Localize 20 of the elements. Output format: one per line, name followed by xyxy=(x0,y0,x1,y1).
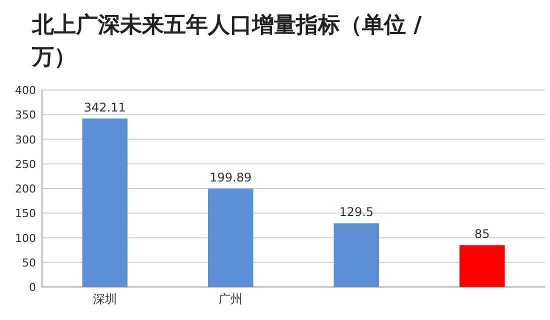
y-tick-label: 50 xyxy=(22,256,36,270)
chart-title: 北上广深未来五年人口增量指标（单位 / 万） xyxy=(31,12,423,70)
y-tick-label: 100 xyxy=(15,232,36,245)
data-label: 199.89 xyxy=(210,170,252,185)
data-label: 342.11 xyxy=(84,100,126,115)
data-label: 85 xyxy=(474,227,490,242)
y-tick-label: 300 xyxy=(15,133,36,146)
bar xyxy=(334,223,380,287)
y-tick-label: 200 xyxy=(15,182,36,196)
x-tick-label: 深圳 xyxy=(92,292,117,306)
data-label: 129.5 xyxy=(339,205,374,220)
y-tick-label: 0 xyxy=(29,281,36,294)
bar xyxy=(208,188,254,287)
bar xyxy=(459,245,505,287)
y-tick-label: 250 xyxy=(15,158,36,171)
y-tick-label: 350 xyxy=(15,108,36,122)
x-tick-label: 广州 xyxy=(218,292,243,306)
bar xyxy=(82,118,128,287)
y-tick-label: 400 xyxy=(15,84,36,97)
y-tick-label: 150 xyxy=(15,207,36,220)
